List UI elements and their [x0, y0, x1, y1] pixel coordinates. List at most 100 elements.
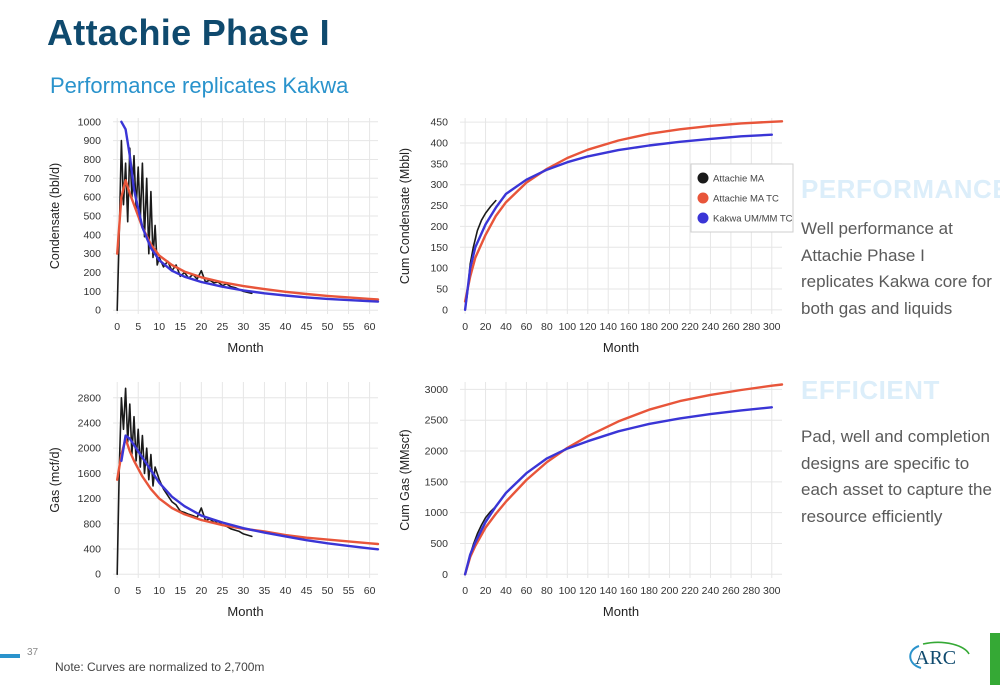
x-tick-label: 5	[135, 585, 141, 597]
y-tick-label: 250	[430, 200, 448, 212]
x-tick-label: 300	[763, 321, 781, 333]
x-tick-label: 120	[579, 585, 597, 597]
x-tick-label: 280	[743, 585, 761, 597]
y-axis-label: Gas (mcf/d)	[48, 447, 62, 512]
x-tick-label: 160	[620, 321, 638, 333]
x-tick-label: 40	[500, 321, 512, 333]
x-tick-label: 160	[620, 585, 638, 597]
y-tick-label: 2000	[78, 443, 102, 455]
x-tick-label: 35	[259, 585, 271, 597]
series-line-tc	[463, 120, 784, 303]
legend-label: Kakwa UM/MM TC	[713, 214, 793, 225]
x-tick-label: 180	[640, 321, 658, 333]
cum-condensate-chart: 0 20 40 60 80 100 120 140 160 180 200 220 240 260 280 3…	[398, 117, 794, 355]
series-line-tc	[115, 178, 380, 301]
x-tick-label: 220	[681, 321, 699, 333]
x-tick-label: 35	[259, 321, 271, 333]
x-tick-label: 0	[114, 321, 120, 333]
y-tick-label: 2500	[425, 415, 449, 427]
legend-marker	[697, 212, 709, 224]
x-tick-label: 200	[661, 585, 679, 597]
x-tick-label: 0	[114, 585, 120, 597]
x-tick-label: 20	[480, 585, 492, 597]
x-tick-label: 20	[195, 585, 207, 597]
series-line-tc	[115, 437, 380, 546]
x-tick-label: 300	[763, 585, 781, 597]
performance-heading: PERFORMANCE	[801, 174, 1000, 204]
y-tick-label: 50	[436, 283, 448, 295]
y-tick-label: 100	[83, 286, 101, 298]
legend-label: Attachie MA	[713, 174, 765, 185]
series-line-kakwa	[463, 406, 773, 576]
y-axis-label: Cum Condensate (Mbbl)	[398, 148, 412, 284]
y-tick-label: 500	[83, 211, 101, 223]
y-tick-label: 0	[95, 305, 101, 317]
x-tick-label: 10	[153, 585, 165, 597]
footnote: Note: Curves are normalized to 2,700m	[55, 660, 265, 674]
x-tick-label: 220	[681, 585, 699, 597]
series-line-kakwa	[120, 434, 380, 551]
y-axis-label: Condensate (bbl/d)	[48, 163, 62, 269]
series-line-kakwa	[463, 133, 773, 312]
x-tick-label: 40	[280, 321, 292, 333]
x-tick-label: 120	[579, 321, 597, 333]
x-tick-label: 260	[722, 321, 740, 333]
page-title: Attachie Phase I	[47, 12, 330, 53]
legend-label: Attachie MA TC	[713, 194, 779, 205]
gas-rate-chart: 0 5 10 15 20 25 30 35 40 45 50 55 60 0 400 800 1200 1600 2…	[48, 382, 380, 619]
x-tick-label: 50	[322, 585, 334, 597]
x-tick-label: 55	[343, 321, 355, 333]
y-tick-label: 900	[83, 135, 101, 147]
x-tick-label: 20	[195, 321, 207, 333]
y-tick-label: 2800	[78, 392, 102, 404]
y-tick-label: 0	[442, 569, 448, 581]
x-tick-label: 60	[364, 585, 376, 597]
y-tick-label: 400	[430, 138, 448, 150]
x-axis-label: Month	[227, 340, 263, 355]
series-line-kakwa	[120, 120, 380, 303]
x-tick-label: 50	[322, 321, 334, 333]
x-tick-label: 55	[343, 585, 355, 597]
x-axis-label: Month	[227, 604, 263, 619]
y-tick-label: 300	[83, 248, 101, 260]
x-tick-label: 80	[541, 321, 553, 333]
x-tick-label: 0	[462, 321, 468, 333]
y-tick-label: 400	[83, 229, 101, 241]
x-tick-label: 20	[480, 321, 492, 333]
x-axis-label: Month	[603, 340, 639, 355]
y-axis-label: Cum Gas (MMscf)	[398, 429, 412, 530]
y-tick-label: 800	[83, 518, 101, 530]
x-tick-label: 25	[217, 321, 229, 333]
efficient-text: Pad, well and completion designs are spe…	[801, 427, 992, 526]
x-tick-label: 80	[541, 585, 553, 597]
x-tick-label: 60	[521, 321, 533, 333]
x-tick-label: 25	[217, 585, 229, 597]
y-tick-label: 800	[83, 154, 101, 166]
y-tick-label: 150	[430, 242, 448, 254]
y-tick-label: 2400	[78, 417, 102, 429]
x-tick-label: 15	[174, 321, 186, 333]
legend-marker	[697, 192, 709, 204]
x-tick-label: 200	[661, 321, 679, 333]
x-tick-label: 30	[238, 321, 250, 333]
cum-gas-chart: 0 20 40 60 80 100 120 140 160 180 200 220 240 260 280 3…	[398, 382, 784, 619]
performance-text: Well performance at Attachie Phase I rep…	[801, 219, 992, 318]
y-tick-label: 400	[83, 544, 101, 556]
x-tick-label: 30	[238, 585, 250, 597]
x-tick-label: 240	[702, 321, 720, 333]
y-tick-label: 600	[83, 192, 101, 204]
x-tick-label: 45	[301, 585, 313, 597]
logo-text: ARC	[915, 647, 956, 669]
x-tick-label: 240	[702, 585, 720, 597]
x-tick-label: 40	[280, 585, 292, 597]
y-tick-label: 450	[430, 117, 448, 129]
y-tick-label: 100	[430, 263, 448, 275]
page-subtitle: Performance replicates Kakwa	[50, 73, 349, 98]
x-tick-label: 60	[521, 585, 533, 597]
arc-logo: ARC	[909, 641, 970, 669]
y-tick-label: 2000	[425, 446, 449, 458]
y-tick-label: 1200	[78, 493, 102, 505]
y-tick-label: 300	[430, 179, 448, 191]
plot-area	[460, 382, 782, 578]
x-tick-label: 40	[500, 585, 512, 597]
